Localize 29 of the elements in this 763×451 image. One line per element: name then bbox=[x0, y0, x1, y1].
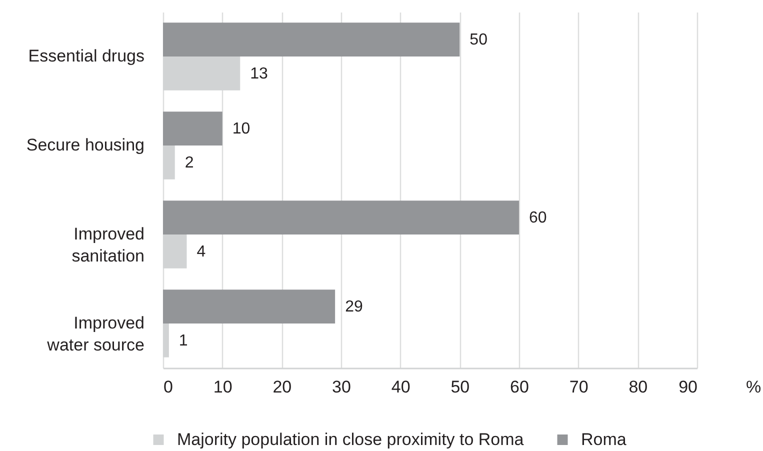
x-tick-label: 50 bbox=[450, 378, 470, 396]
y-tick-label: Secure housing bbox=[26, 136, 144, 154]
y-tick-label: Improved water source bbox=[46, 314, 144, 354]
bar bbox=[163, 290, 336, 324]
data-label: 13 bbox=[250, 65, 268, 82]
data-label: 2 bbox=[184, 154, 194, 172]
legend-label: Roma bbox=[581, 430, 627, 449]
x-tick-label: 90 bbox=[678, 378, 698, 396]
data-label: 50 bbox=[470, 32, 488, 49]
x-tick-label: 10 bbox=[213, 378, 232, 396]
data-label: 10 bbox=[232, 120, 250, 138]
x-tick-label: 80 bbox=[628, 378, 648, 396]
bar bbox=[163, 112, 222, 146]
y-tick-label: Essential drugs bbox=[28, 46, 144, 66]
x-axis-title: % bbox=[746, 378, 762, 396]
x-tick-label: 30 bbox=[332, 378, 351, 396]
x-tick-label: 70 bbox=[569, 378, 588, 396]
data-label: 29 bbox=[345, 298, 363, 316]
bar bbox=[163, 22, 460, 56]
x-tick-label: 40 bbox=[391, 378, 410, 396]
x-tick-label: 0 bbox=[164, 378, 173, 396]
bar bbox=[163, 200, 519, 234]
data-label: 60 bbox=[529, 210, 547, 227]
x-tick-label: 20 bbox=[272, 378, 292, 396]
data-label: 4 bbox=[196, 243, 206, 260]
data-label: 1 bbox=[178, 332, 188, 350]
legend-label: Majority population in close proximity to Roma bbox=[177, 430, 524, 449]
x-tick-label: 60 bbox=[510, 378, 529, 396]
y-tick-label: Improved sanitation bbox=[72, 224, 144, 266]
